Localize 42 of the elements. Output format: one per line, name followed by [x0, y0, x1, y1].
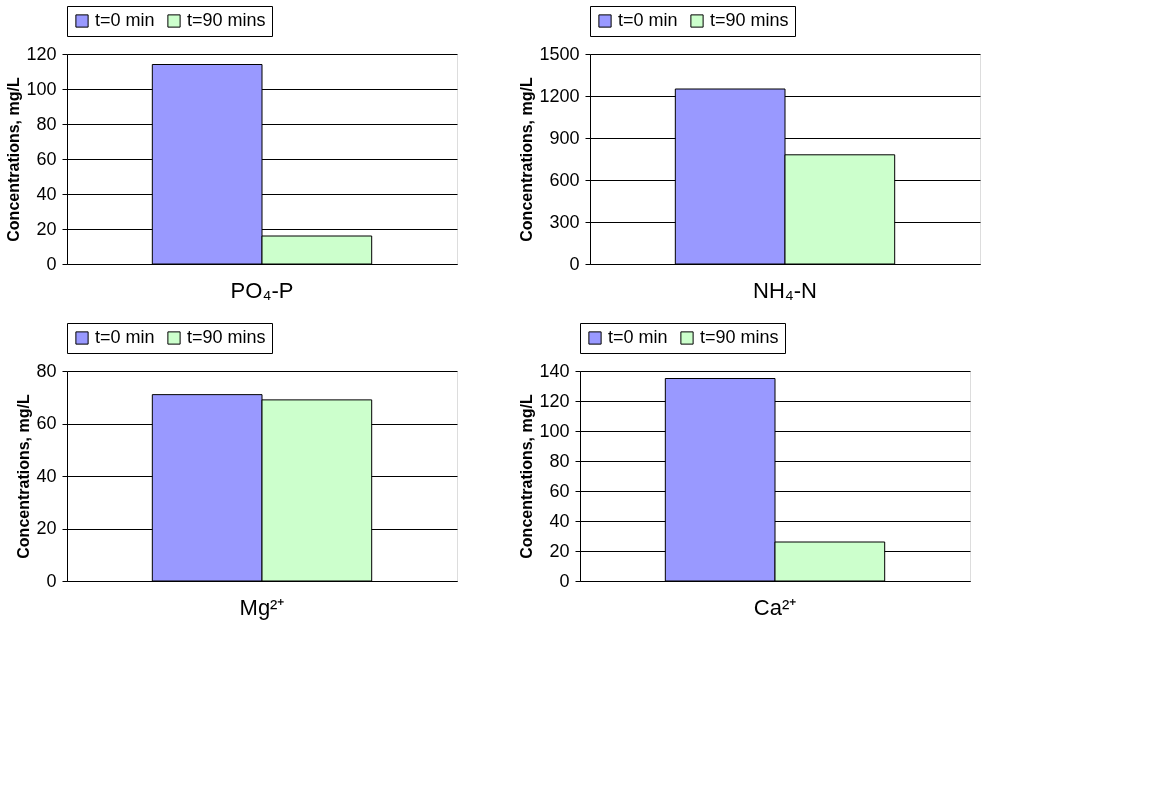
legend-label: t=90 mins [187, 327, 266, 347]
legend-label: t=0 min [618, 10, 678, 30]
legend-label: t=0 min [95, 327, 155, 347]
y-tick-label: 100 [26, 78, 57, 99]
y-tick-label: 80 [36, 113, 57, 134]
y-tick-label: 0 [46, 253, 57, 274]
y-tick-label: 1500 [539, 43, 580, 64]
y-tick-label: 1200 [539, 85, 580, 106]
y-tick-label: 60 [36, 148, 57, 169]
y-tick-label: 140 [539, 360, 570, 381]
y-tick-label: 60 [549, 480, 570, 501]
y-tick-label: 20 [549, 540, 570, 561]
y-tick-label: 600 [549, 169, 580, 190]
legend-label: t=90 mins [700, 327, 779, 347]
y-tick-label: 80 [36, 360, 57, 381]
legend-label: t=90 mins [710, 10, 789, 30]
y-tick-label: 60 [36, 413, 57, 433]
legend-label: t=90 mins [187, 10, 266, 30]
y-axis-title: Concentrations, mg/L [518, 77, 536, 242]
y-tick-label: 100 [539, 420, 570, 441]
x-tick-label: Mg²⁺ [239, 594, 285, 620]
y-tick-label: 300 [549, 211, 580, 232]
x-tick-label: NH₄-N [753, 277, 817, 303]
y-tick-label: 40 [36, 465, 57, 486]
y-tick-label: 0 [559, 570, 570, 591]
legend-label: t=0 min [95, 10, 155, 30]
y-tick-label: 20 [36, 518, 57, 538]
legend-label: t=0 min [608, 327, 668, 347]
x-tick-label: PO₄-P [230, 277, 294, 303]
y-tick-label: 120 [26, 43, 57, 64]
y-tick-label: 900 [549, 127, 580, 148]
y-axis-title: Concentrations, mg/L [518, 394, 536, 559]
y-tick-label: 20 [36, 218, 57, 239]
y-tick-label: 40 [549, 510, 570, 531]
y-tick-label: 40 [36, 183, 57, 204]
y-tick-label: 0 [569, 253, 580, 274]
y-axis-title: Concentrations, mg/L [5, 77, 23, 242]
x-tick-label: Ca²⁺ [753, 594, 797, 620]
y-tick-label: 0 [46, 570, 57, 591]
y-tick-label: 120 [539, 390, 570, 411]
y-tick-label: 80 [549, 450, 570, 471]
y-axis-title: Concentrations, mg/L [15, 394, 33, 559]
